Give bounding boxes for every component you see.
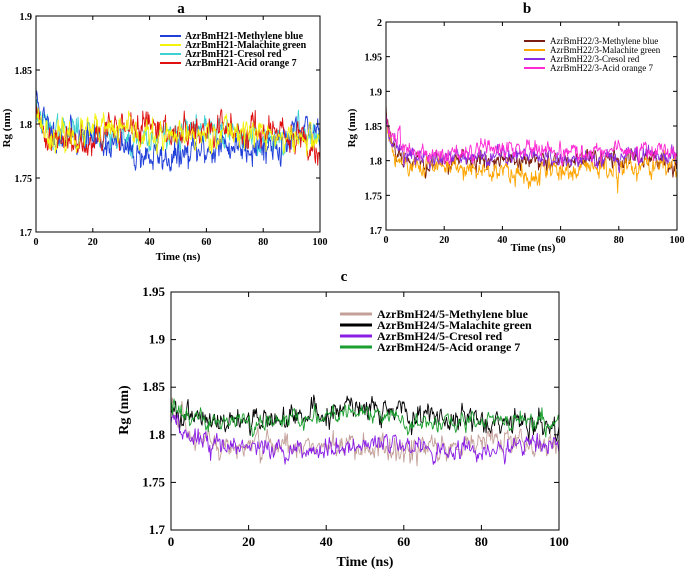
panel-b-x-tick-label: 40	[497, 235, 507, 246]
panel-c-y-tick-label: 1.8	[149, 427, 166, 442]
panel-b-x-axis-label: Time (ns)	[511, 242, 556, 254]
panel-c-x-tick-label: 80	[475, 534, 488, 549]
panel-b-series-group	[385, 104, 678, 194]
panel-a: a 1.7 1.75 1.8 1.85 1.9 0 20 40 60 80 100 Time (n…	[1, 1, 328, 263]
panel-b-y-axis-label: Rg (nm)	[346, 108, 358, 147]
panel-a-x-ticks: 0 20 40 60 80 100	[34, 16, 328, 248]
panel-c-x-tick-label: 20	[242, 534, 255, 549]
panel-a-legend: AzrBmH21-Methylene blue AzrBmH21-Malachi…	[160, 31, 307, 69]
panel-b-y-tick-label: 1.75	[365, 191, 383, 202]
panel-b-legend-entry: AzrBmH22/3-Cresol red	[550, 54, 640, 64]
panel-c-plot-frame	[170, 291, 560, 531]
panel-a-y-tick-label: 1.75	[15, 174, 33, 185]
panel-c-y-tick-label: 1.9	[149, 332, 166, 347]
panel-b-x-tick-label: 80	[614, 235, 624, 246]
panel-c-x-tick-label: 60	[397, 534, 410, 549]
panel-b-series-line	[385, 118, 678, 194]
panel-a-x-tick-label: 0	[34, 237, 39, 248]
panel-c-y-tick-label: 1.85	[142, 379, 165, 394]
panel-a-x-tick-label: 20	[88, 237, 98, 248]
panel-c-y-axis-label: Rg (nm)	[117, 385, 132, 435]
panel-a-x-tick-label: 60	[201, 237, 211, 248]
panel-b-legend-entry: AzrBmH22/3-Malachite green	[550, 45, 661, 55]
panel-b-x-tick-label: 20	[439, 235, 449, 246]
panel-a-x-axis-label: Time (ns)	[156, 251, 201, 263]
panel-c-x-axis-label: Time (ns)	[337, 555, 394, 570]
panel-a-letter: a	[177, 1, 185, 17]
panel-b-y-tick-label: 1.85	[365, 122, 383, 133]
panel-c-y-tick-label: 1.75	[142, 474, 165, 489]
panel-a-series-group	[35, 90, 321, 172]
panel-a-y-tick-label: 1.8	[20, 120, 33, 131]
panel-c-legend-entry: AzrBmH24/5-Acid orange 7	[377, 340, 520, 354]
panel-c-legend-entry: AzrBmH24/5-Malachite green	[377, 318, 532, 332]
panel-b-y-tick-label: 1.7	[370, 226, 383, 237]
panel-c-x-tick-label: 100	[549, 534, 569, 549]
panel-a-series-line	[35, 107, 321, 157]
panel-b-x-tick-label: 100	[670, 235, 685, 246]
panel-b-letter: b	[523, 1, 531, 17]
panel-a-x-tick-label: 80	[258, 237, 268, 248]
panel-a-y-tick-label: 1.9	[20, 12, 33, 23]
panel-c-legend-entry: AzrBmH24/5-Methylene blue	[377, 307, 529, 321]
panel-c-y-tick-label: 1.95	[142, 284, 165, 299]
panel-a-y-ticks: 1.7 1.75 1.8 1.85 1.9	[15, 12, 320, 239]
panel-a-legend-entry: AzrBmH21-Acid orange 7	[185, 58, 297, 69]
panel-b-series-line	[385, 113, 678, 167]
panel-b-x-ticks: 0 20 40 60 80 100	[384, 22, 685, 246]
panel-a-legend-entry: AzrBmH21-Malachite green	[185, 40, 307, 51]
panel-c-legend: AzrBmH24/5-Methylene blue AzrBmH24/5-Mal…	[340, 307, 532, 354]
panel-c-series-line	[170, 414, 560, 465]
panel-a-legend-entry: AzrBmH21-Methylene blue	[185, 31, 304, 42]
panel-b-y-tick-label: 2	[377, 18, 382, 29]
panel-c-x-ticks: 0 20 40 60 80 100	[168, 292, 569, 549]
panel-c-legend-entry: AzrBmH24/5-Cresol red	[377, 329, 503, 343]
panel-b-x-tick-label: 0	[384, 235, 389, 246]
panel-c-letter: c	[341, 269, 348, 285]
panel-a-y-tick-label: 1.85	[15, 66, 33, 77]
panel-c-y-tick-label: 1.7	[149, 522, 166, 537]
panel-b: b 1.7 1.75 1.8 1.85 1.9 1.95 2 0 20 40 60 80 100 Ti…	[346, 1, 685, 254]
panel-c: c 1.7 1.75 1.8 1.85 1.9 1.95 0 20 40 60 80 100 Tim…	[117, 269, 569, 570]
panel-b-y-ticks: 1.7 1.75 1.8 1.85 1.9 1.95 2	[365, 18, 677, 237]
panel-b-legend: AzrBmH22/3-Methylene blue AzrBmH22/3-Mal…	[524, 36, 661, 73]
panel-a-legend-entry: AzrBmH21-Cresol red	[185, 49, 282, 60]
panel-c-y-ticks: 1.7 1.75 1.8 1.85 1.9 1.95	[142, 284, 559, 537]
panel-b-series-line	[385, 117, 678, 174]
panel-a-x-tick-label: 100	[313, 237, 328, 248]
panel-c-series-group	[170, 394, 560, 467]
panel-a-x-tick-label: 40	[145, 237, 155, 248]
panel-a-series-line	[35, 102, 321, 166]
panel-b-x-tick-label: 60	[556, 235, 566, 246]
panel-b-y-tick-label: 1.95	[365, 53, 383, 64]
panel-a-y-tick-label: 1.7	[20, 228, 33, 239]
panel-b-legend-entry: AzrBmH22/3-Acid orange 7	[550, 63, 653, 73]
panel-b-y-tick-label: 1.8	[370, 157, 383, 168]
panel-b-y-tick-label: 1.9	[370, 87, 383, 98]
panel-a-y-axis-label: Rg (nm)	[1, 108, 13, 147]
panel-c-x-tick-label: 0	[168, 534, 175, 549]
panel-c-x-tick-label: 40	[320, 534, 333, 549]
panel-c-series-line	[170, 394, 560, 443]
panel-b-legend-entry: AzrBmH22/3-Methylene blue	[550, 36, 658, 46]
panel-c-series-line	[170, 398, 560, 438]
